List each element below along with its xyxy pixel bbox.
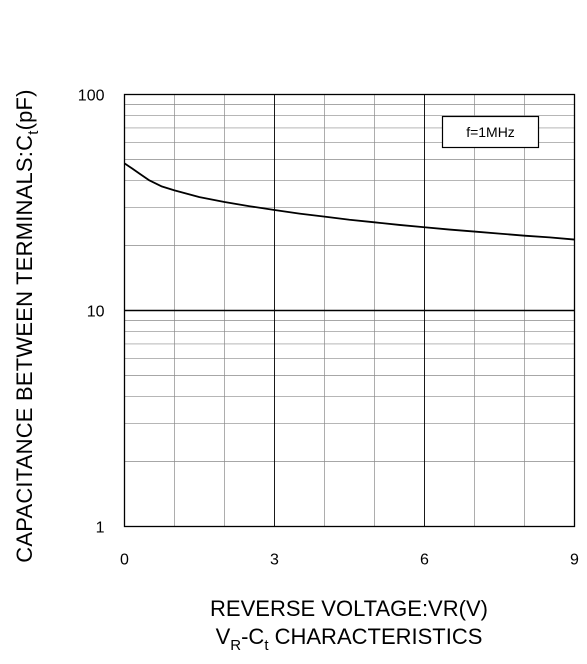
series-line: [123, 162, 575, 241]
legend-label: f=1MHz: [466, 124, 515, 140]
x-tick-label: 9: [570, 552, 579, 569]
minor-gridlines: [124, 94, 575, 527]
y-tick-label: 100: [78, 88, 105, 105]
x-tick-label: 3: [270, 552, 279, 569]
y-tick-label: 10: [87, 304, 105, 321]
tick-labels: 0 3 6 9 1 10 100: [78, 88, 579, 569]
x-tick-label: 0: [120, 552, 129, 569]
plot-area-frame: [123, 93, 576, 528]
major-gridlines: [124, 94, 575, 527]
y-tick-label: 1: [96, 520, 105, 537]
legend-box: f=1MHz: [441, 115, 540, 149]
series-group: [123, 162, 575, 241]
chart-caption: VR-Ct CHARACTERISTICS: [215, 624, 483, 654]
x-axis-title: REVERSE VOLTAGE:VR(V): [210, 596, 488, 621]
x-tick-label: 6: [420, 552, 429, 569]
